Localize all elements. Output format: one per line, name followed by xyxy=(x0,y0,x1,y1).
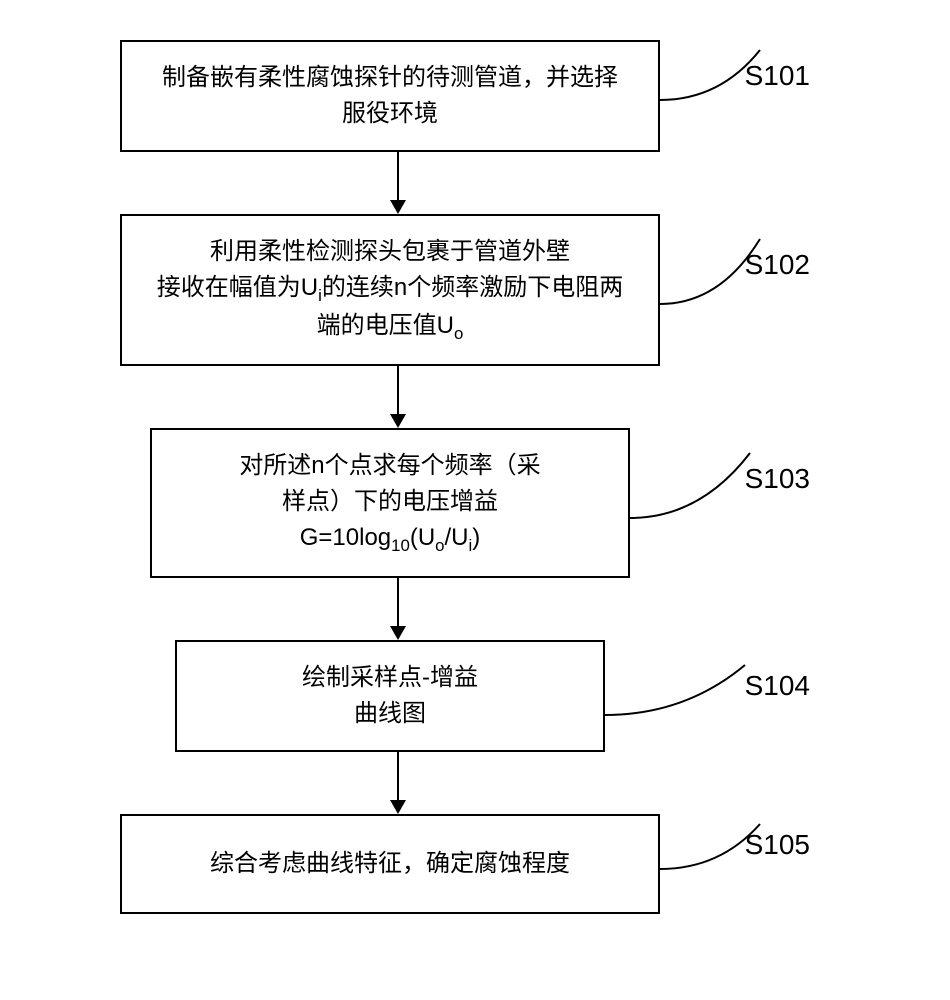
step-s103: 对所述n个点求每个频率（采 样点）下的电压增益 G=10log10(Uo/Ui)… xyxy=(60,428,890,578)
label-s105: S105 xyxy=(745,829,810,861)
arrow-s101-s102 xyxy=(390,152,406,214)
step-s105: 综合考虑曲线特征，确定腐蚀程度 S105 xyxy=(60,814,890,914)
step-s102: 利用柔性检测探头包裹于管道外壁 接收在幅值为Ui的连续n个频率激励下电阻两 端的… xyxy=(60,214,890,366)
s104-text-line2: 曲线图 xyxy=(201,696,579,732)
s103-f-sub2: o xyxy=(435,536,444,555)
s102-l3-prefix: 端的电压值U xyxy=(317,312,454,339)
s102-l3-sub: o xyxy=(454,324,463,343)
box-s104: 绘制采样点-增益 曲线图 xyxy=(175,640,605,752)
step-s104: 绘制采样点-增益 曲线图 S104 xyxy=(60,640,890,752)
s103-text-line1: 对所述n个点求每个频率（采 xyxy=(176,448,604,484)
s102-l2-prefix: 接收在幅值为U xyxy=(157,274,318,301)
box-s103: 对所述n个点求每个频率（采 样点）下的电压增益 G=10log10(Uo/Ui) xyxy=(150,428,630,578)
s102-text-line3: 端的电压值Uo xyxy=(146,308,634,346)
s101-text-line2: 服役环境 xyxy=(146,96,634,132)
step-s101: 制备嵌有柔性腐蚀探针的待测管道，并选择 服役环境 S101 xyxy=(60,40,890,152)
s104-text-line1: 绘制采样点-增益 xyxy=(201,660,579,696)
label-s101: S101 xyxy=(745,60,810,92)
s103-f-mid2: /U xyxy=(445,524,469,551)
box-s102: 利用柔性检测探头包裹于管道外壁 接收在幅值为Ui的连续n个频率激励下电阻两 端的… xyxy=(120,214,660,366)
s105-text-line1: 综合考虑曲线特征，确定腐蚀程度 xyxy=(146,846,634,882)
s102-text-line2: 接收在幅值为Ui的连续n个频率激励下电阻两 xyxy=(146,270,634,308)
s103-formula: G=10log10(Uo/Ui) xyxy=(176,520,604,558)
s103-f-sub1: 10 xyxy=(391,536,410,555)
flowchart-container: 制备嵌有柔性腐蚀探针的待测管道，并选择 服役环境 S101 利用柔性检测探头包裹… xyxy=(60,40,890,914)
label-s102: S102 xyxy=(745,249,810,281)
box-s101: 制备嵌有柔性腐蚀探针的待测管道，并选择 服役环境 xyxy=(120,40,660,152)
s101-text-line1: 制备嵌有柔性腐蚀探针的待测管道，并选择 xyxy=(146,60,634,96)
arrow-s104-s105 xyxy=(390,752,406,814)
s103-text-line2: 样点）下的电压增益 xyxy=(176,484,604,520)
s103-f-prefix: G=10log xyxy=(300,524,391,551)
label-s103: S103 xyxy=(745,463,810,495)
box-s105: 综合考虑曲线特征，确定腐蚀程度 xyxy=(120,814,660,914)
s103-f-mid: (U xyxy=(410,524,435,551)
label-s104: S104 xyxy=(745,670,810,702)
s102-l2-suffix: 的连续n个频率激励下电阻两 xyxy=(322,274,623,301)
s103-f-suffix: ) xyxy=(472,524,480,551)
s102-text-line1: 利用柔性检测探头包裹于管道外壁 xyxy=(146,234,634,270)
arrow-s102-s103 xyxy=(390,366,406,428)
arrow-s103-s104 xyxy=(390,578,406,640)
